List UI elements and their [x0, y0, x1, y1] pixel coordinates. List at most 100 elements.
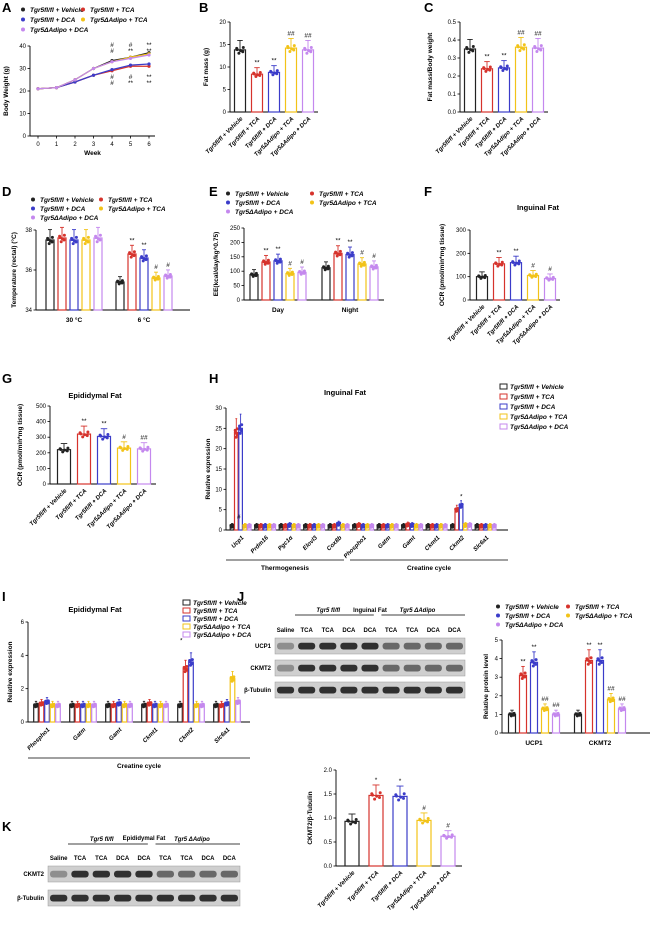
blot-lane-label: TCA	[159, 856, 172, 862]
point-H	[254, 524, 258, 528]
blot-band	[382, 686, 400, 694]
point-J	[530, 660, 534, 664]
panel-label-I: I	[2, 589, 6, 604]
y-tick-label-I: 4	[21, 653, 25, 659]
y-tick-label-H: 10	[215, 487, 222, 493]
blot-band	[220, 894, 238, 902]
legend-swatch-A	[21, 7, 25, 12]
point-C	[501, 68, 505, 72]
point-C	[505, 64, 509, 68]
legend-swatch-E	[226, 191, 230, 196]
point-G	[79, 432, 83, 436]
point-D	[132, 250, 136, 254]
sig-label-E: **	[335, 238, 341, 245]
bar-H-1	[454, 509, 460, 531]
point-F	[477, 275, 481, 279]
sig-label-C: **	[484, 54, 490, 61]
y-tick-label-K: 0.0	[324, 864, 333, 870]
sig-label-G: ##	[140, 435, 148, 442]
y-tick-label-K: 2.0	[324, 768, 333, 774]
point-H	[385, 524, 389, 528]
bar-E-1	[261, 261, 271, 301]
point-H	[487, 524, 491, 528]
bar-C-4	[531, 47, 545, 113]
bar-E-0	[321, 267, 331, 301]
point-C	[465, 47, 469, 51]
point-B	[305, 51, 309, 55]
point-E	[264, 261, 268, 265]
y-tick-label-C: 0.3	[448, 56, 457, 62]
legend-swatch-I	[182, 623, 191, 630]
y-axis-title-F: OCR (pmol/min*mg tissue)	[439, 224, 446, 306]
sig-label-D: **	[141, 242, 147, 249]
sig-label-E: **	[275, 246, 281, 253]
point-E	[374, 263, 378, 267]
blot-band	[361, 664, 379, 672]
legend-swatch-J	[496, 604, 500, 609]
y-tick-label-H: 0	[219, 528, 223, 534]
blot-band	[114, 870, 132, 878]
point-D	[116, 280, 120, 284]
point-E	[338, 249, 342, 253]
point-F	[481, 275, 485, 279]
y-tick-label-C: 0.2	[448, 74, 457, 80]
legend-label-D: Tgr5fl/fl + Vehicle	[40, 197, 94, 204]
blot-row-label: β-Tubulin	[17, 896, 44, 902]
point-H	[401, 524, 405, 528]
point-C	[499, 66, 503, 70]
bar-E-3	[357, 263, 367, 301]
point-H	[442, 524, 446, 528]
sig-label-G: #	[122, 434, 126, 441]
point-E	[252, 273, 256, 277]
point-H	[267, 524, 270, 528]
point-J	[552, 712, 556, 716]
point-E	[290, 270, 294, 274]
point-C	[503, 66, 507, 70]
y-tick-label-E: 200	[230, 240, 241, 246]
x-category-J: UCP1	[525, 740, 543, 747]
bar-I-2	[188, 661, 194, 723]
chart-title-G: Epididymal Fat	[68, 391, 122, 400]
group-label-K: Tgr5ΔAdipo + DCA	[410, 870, 452, 912]
legend-swatch-J	[566, 604, 570, 609]
point-I	[127, 703, 131, 707]
point-I	[85, 703, 89, 707]
y-tick-label-C: 0.4	[448, 38, 457, 44]
point-I	[80, 703, 84, 707]
x-tick-label-A: 5	[129, 142, 133, 148]
blot-group-adipo: Tgr5 ΔAdipo	[400, 608, 436, 614]
sig-label-H: *	[460, 494, 463, 501]
chart-title-F: Inguinal Fat	[517, 203, 560, 212]
blot-lane-label: TCA	[300, 628, 313, 634]
point-J	[596, 658, 600, 662]
point-F	[528, 273, 532, 277]
legend-label-J: Tgr5fl/fl + TCA	[575, 604, 620, 611]
point-B	[237, 51, 241, 55]
blot-band	[382, 642, 400, 650]
legend-swatch-A	[81, 7, 85, 12]
bar-K-1	[368, 794, 384, 867]
point-E	[336, 252, 340, 256]
point-H	[414, 524, 417, 528]
sig-label-D: #	[154, 264, 158, 271]
point-J	[589, 656, 593, 660]
legend-swatch-A	[21, 17, 25, 22]
chart-title-I: Epididymal Fat	[68, 605, 122, 614]
y-tick-label-J: 5	[495, 638, 499, 644]
legend-swatch-H	[499, 423, 508, 430]
blot-band	[199, 894, 217, 902]
bar-D-0	[45, 239, 55, 311]
point-D	[152, 276, 156, 280]
point-H	[327, 524, 331, 528]
x-category-I: Slc6a1	[214, 727, 232, 745]
point-D	[154, 276, 158, 280]
point-D	[70, 238, 74, 242]
sig-label-A: **	[146, 48, 152, 55]
point-I	[224, 702, 228, 706]
y-tick-label-A: 10	[19, 112, 26, 118]
point-G	[121, 448, 125, 452]
point-G	[101, 437, 105, 441]
point-K	[351, 820, 355, 824]
legend-label-D: Tgr5fl/fl + TCA	[108, 197, 153, 204]
